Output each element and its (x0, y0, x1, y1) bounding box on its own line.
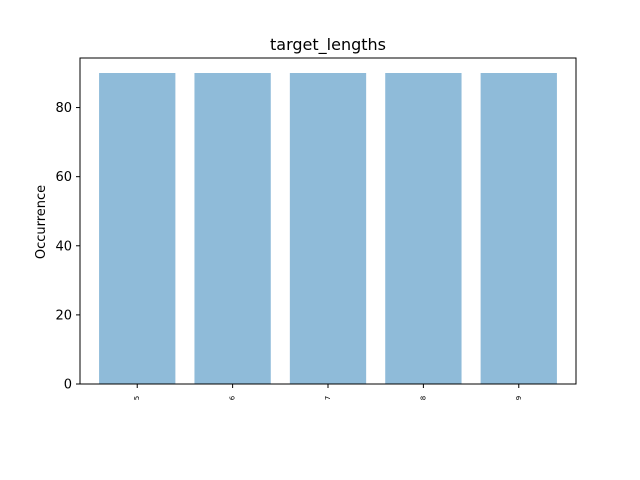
x-tick-label: 5 (133, 396, 141, 400)
bar-7 (289, 73, 367, 384)
y-tick-label: 0 (64, 378, 72, 393)
bars-group (99, 73, 557, 384)
x-tick-label: 8 (419, 396, 427, 400)
bar-5 (99, 73, 176, 384)
x-axis-ticks: 5 6 7 8 9 (133, 384, 523, 400)
y-tick-label: 40 (55, 239, 72, 254)
bar-9 (480, 73, 557, 384)
y-tick-label: 20 (55, 308, 72, 323)
x-tick-label: 9 (515, 396, 523, 400)
y-tick-label: 60 (55, 170, 72, 185)
chart-title: target_lengths (270, 35, 386, 55)
y-tick-label: 80 (55, 101, 72, 116)
bar-8 (385, 73, 462, 384)
plot-frame (79, 57, 577, 385)
y-axis-ticks: 0 20 40 60 80 (55, 101, 80, 393)
x-tick-label: 7 (324, 396, 332, 400)
x-tick-label: 6 (229, 395, 237, 400)
y-axis-label: Occurrence (34, 185, 49, 259)
bar-6 (194, 73, 271, 384)
